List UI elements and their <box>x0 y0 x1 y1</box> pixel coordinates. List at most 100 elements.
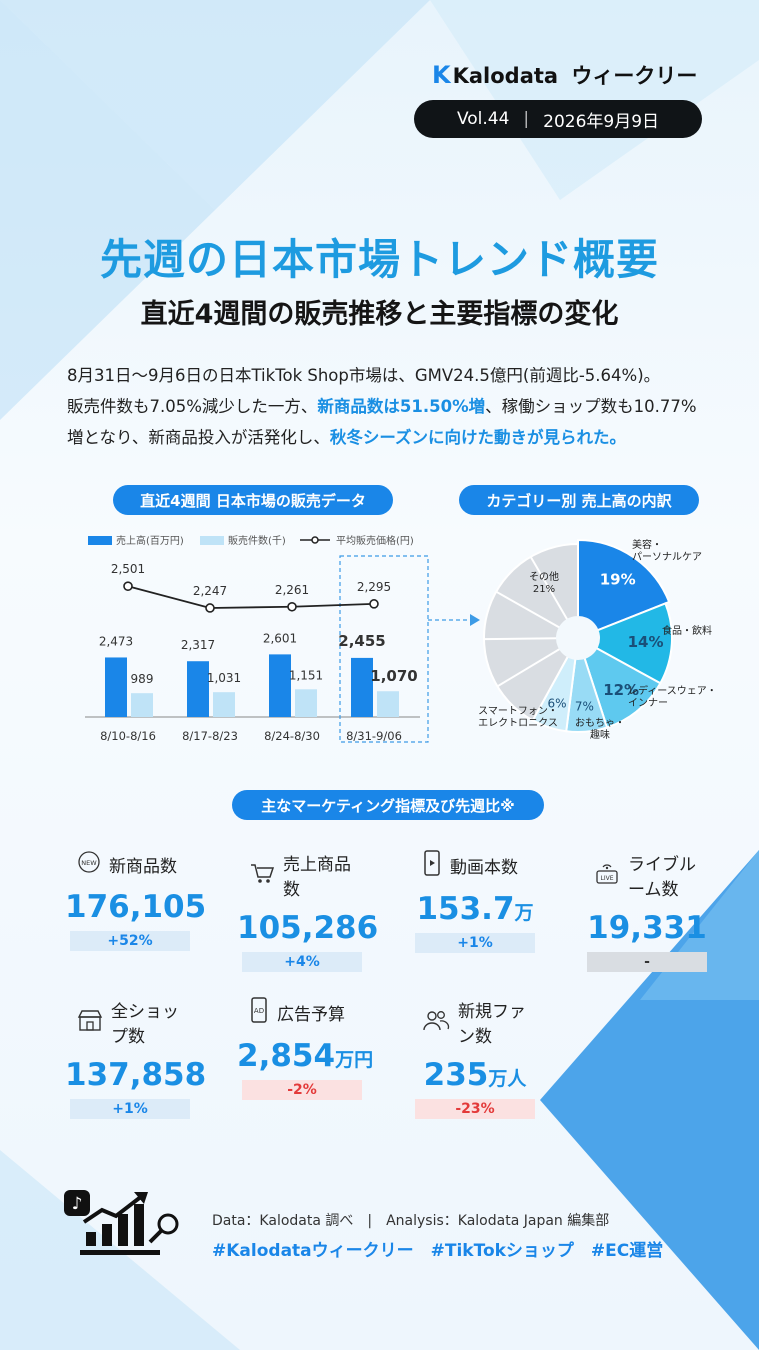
pie-category-label: インナー <box>628 697 668 709</box>
price-label: 2,295 <box>357 580 391 594</box>
metric-number: 153.7 <box>416 891 515 927</box>
sales-chart: 売上高(百万円) 販売件数(千) 平均販売価格(円) 2,473 989 8/10-8/1… <box>85 534 480 743</box>
metric-card: AD 広告予算 2,854万円 -2% <box>237 997 373 1100</box>
live-icon: LIVE <box>594 861 620 890</box>
metric-header: 全ショップ数 <box>77 997 195 1047</box>
pie-category-label: 21% <box>533 584 555 595</box>
phone-video-icon <box>422 850 442 881</box>
metric-header: 売上商品数 <box>249 850 367 900</box>
bar-count <box>131 693 153 717</box>
bar-label-sales: 2,473 <box>99 634 133 648</box>
metric-unit: 万人 <box>488 1068 527 1090</box>
price-label: 2,501 <box>111 562 145 576</box>
pie-category-label: レディースウェア・ <box>628 684 717 697</box>
intro-text: 、稼働ショップ数も10.77% <box>485 397 697 416</box>
svg-text:NEW: NEW <box>81 859 97 867</box>
metric-card: LIVE ライブルーム数 19,331 - <box>582 850 712 972</box>
svg-text:AD: AD <box>254 1007 264 1015</box>
metric-change-badge: +1% <box>70 1099 190 1119</box>
metric-change-badge: -2% <box>242 1080 362 1100</box>
highlight-arrow <box>470 614 480 626</box>
bar-sales <box>269 654 291 717</box>
metric-header: AD 広告予算 <box>249 997 367 1028</box>
intro-highlight: 秋冬シーズンに向けた動きが見られた。 <box>329 428 627 447</box>
intro-line-3: 増となり、新商品投入が活発化し、秋冬シーズンに向けた動きが見られた。 <box>67 422 717 453</box>
metric-value: 137,858 <box>65 1057 206 1093</box>
pie-center-hole <box>556 616 600 660</box>
pie-category-label: パーソナルケア <box>632 551 702 563</box>
metric-label: 広告予算 <box>277 1005 345 1025</box>
cart-icon <box>249 861 275 890</box>
pie-category-label: その他 <box>529 570 559 583</box>
metric-label: 全ショップ数 <box>111 1002 179 1047</box>
legend-swatch-count <box>200 536 224 545</box>
metric-number: 176,105 <box>65 889 207 925</box>
pie-category-label: 趣味 <box>590 728 610 741</box>
metric-value: 235万人 <box>410 1057 540 1093</box>
metric-value: 176,105 <box>65 889 206 925</box>
x-tick-label: 8/31-9/06 <box>346 729 402 743</box>
new-badge-icon: NEW <box>77 850 101 879</box>
pie-slice <box>575 602 673 685</box>
metric-number: 2,854 <box>237 1038 336 1074</box>
price-point <box>123 581 133 592</box>
brand-suffix: ウィークリー <box>571 64 698 88</box>
metric-number: 137,858 <box>65 1057 207 1093</box>
intro-text: 増となり、新商品投入が活発化し、 <box>67 428 330 447</box>
metric-label: 動画本数 <box>450 858 518 878</box>
pie-slice <box>577 538 671 640</box>
bar-sales <box>105 657 127 717</box>
bar-label-sales: 2,455 <box>338 632 385 650</box>
highlight-box <box>339 555 429 743</box>
metric-label: ライブルーム数 <box>628 855 696 900</box>
x-tick-label: 8/17-8/23 <box>182 729 238 743</box>
price-point <box>287 601 297 612</box>
legend-marker-price <box>311 536 319 544</box>
metric-number: 235 <box>423 1057 489 1093</box>
pie-value-label: 19% <box>600 571 636 589</box>
bar-label-count: 1,151 <box>289 668 323 682</box>
metric-unit: 万円 <box>335 1049 374 1071</box>
volume-label: Vol.44 <box>456 109 510 129</box>
pie-slice <box>576 635 662 729</box>
pie-value-label: 14% <box>628 633 664 651</box>
pie-category-label: エレクトロニクス <box>478 717 558 729</box>
metric-header: 新規ファン数 <box>422 997 540 1047</box>
page-subtitle: 直近4週間の販売推移と主要指標の変化 <box>140 299 619 330</box>
metric-value: 105,286 <box>237 910 378 946</box>
metric-change-badge: -23% <box>415 1099 535 1119</box>
metric-label: 売上商品数 <box>283 855 351 900</box>
pie-value-label: 7% <box>575 699 594 713</box>
legend-label: 売上高(百万円) <box>116 534 184 547</box>
metric-card: 売上商品数 105,286 +4% <box>237 850 378 972</box>
metric-value: 153.7万 <box>410 891 540 927</box>
marketing-section-pill: 主なマーケティング指標及び先週比※ <box>232 790 544 820</box>
sales-section-pill: 直近4週間 日本市場の販売データ <box>113 485 393 515</box>
metric-card: NEW 新商品数 176,105 +52% <box>65 850 206 951</box>
legend-label: 販売件数(千) <box>228 534 286 547</box>
metric-number: 19,331 <box>587 910 707 946</box>
metric-label: 新商品数 <box>109 857 177 877</box>
bar-label-count: 1,031 <box>207 671 241 685</box>
legend-swatch-sales <box>88 536 112 545</box>
pie-slice <box>483 542 579 722</box>
metric-header: LIVE ライブルーム数 <box>594 850 712 900</box>
bar-label-sales: 2,317 <box>181 638 215 652</box>
bar-sales <box>187 661 209 717</box>
intro-highlight: 新商品数は51.50%増 <box>317 397 486 416</box>
intro-text: 販売件数も7.05%減少した一方、 <box>67 397 318 416</box>
pill-separator: | <box>523 109 530 129</box>
x-tick-label: 8/10-8/16 <box>100 729 156 743</box>
pie-value-label: 6% <box>548 696 567 710</box>
intro-paragraph: 8月31日～9月6日の日本TikTok Shop市場は、GMV24.5億円(前週… <box>67 360 717 453</box>
bar-count <box>377 691 399 717</box>
metric-card: 動画本数 153.7万 +1% <box>410 850 540 953</box>
category-pie-chart: 19% 14% 12% 7% 6% 美容・パーソナルケア食品・飲料レディースウェア・インナ… <box>478 538 717 741</box>
brand-name: Kalodata <box>452 64 559 88</box>
pie-category-label: 美容・ <box>632 538 662 551</box>
pie-category-label: スマートフォン・ <box>478 706 558 717</box>
analytics-chart-icon: ♪ <box>64 1190 179 1255</box>
intro-line-1: 8月31日～9月6日の日本TikTok Shop市場は、GMV24.5億円(前週… <box>67 366 661 385</box>
price-label: 2,261 <box>275 583 309 597</box>
